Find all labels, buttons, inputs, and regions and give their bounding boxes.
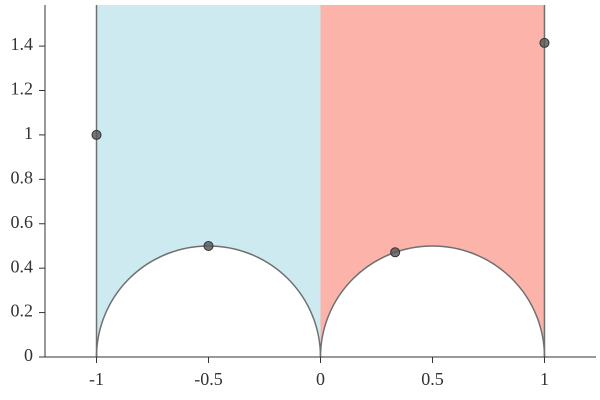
point — [203, 240, 214, 251]
x-tick-label: -0.5 — [194, 369, 223, 389]
arc — [96, 245, 321, 357]
x-tick-label: 0.5 — [421, 369, 444, 389]
arc-edge — [319, 245, 546, 358]
y-tick-label: 0.8 — [11, 167, 34, 187]
y-tick-label: 0.2 — [11, 301, 34, 321]
y-tick-label: 0.4 — [11, 256, 34, 276]
point — [390, 247, 401, 258]
y-tick-label: 1.4 — [11, 34, 34, 54]
arc — [320, 245, 545, 357]
y-tick-label: 0 — [24, 345, 33, 365]
y-tick-label: 0.6 — [11, 212, 34, 232]
y-tick-label: 1 — [24, 123, 33, 143]
y-tick-label: 1.2 — [11, 79, 34, 99]
x-tick-label: 1 — [540, 369, 549, 389]
x-tick-label: -1 — [89, 369, 104, 389]
point — [539, 37, 550, 48]
point — [91, 129, 102, 140]
x-tick-label: 0 — [316, 369, 325, 389]
